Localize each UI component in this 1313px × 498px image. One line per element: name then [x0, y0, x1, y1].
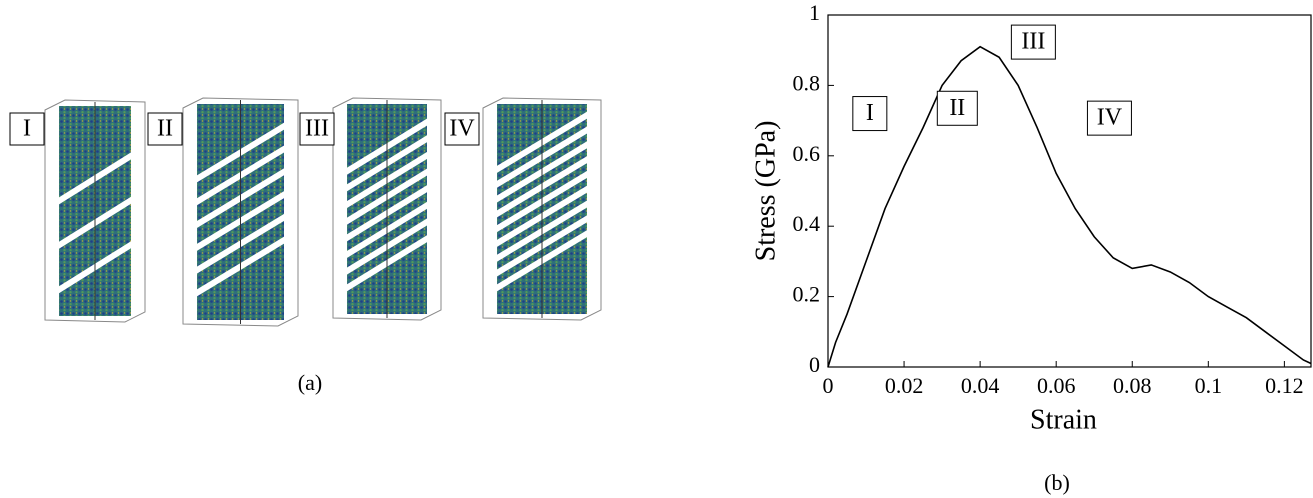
snapshot-label: II: [157, 116, 173, 142]
x-tick-label: 0.12: [1265, 373, 1304, 398]
snapshot: II: [148, 98, 298, 326]
x-tick-label: 0: [823, 373, 834, 398]
snapshot-label: I: [23, 116, 31, 142]
y-axis-label: Stress (GPa): [750, 121, 781, 262]
y-tick-label: 1: [809, 0, 820, 25]
annotation: II: [949, 95, 965, 121]
x-tick-label: 0.08: [1113, 373, 1152, 398]
annotation: IV: [1097, 105, 1123, 131]
x-axis-label: Strain: [1030, 404, 1097, 435]
caption: (b): [1044, 470, 1070, 495]
x-tick-label: 0.1: [1195, 373, 1223, 398]
x-tick-label: 0.02: [885, 373, 924, 398]
snapshot: I: [10, 100, 145, 322]
y-tick-label: 0: [809, 352, 820, 377]
x-tick-label: 0.04: [961, 373, 1000, 398]
figure: IIIIIIIV(a) 00.20.40.60.8100.020.040.060…: [0, 0, 1313, 498]
y-tick-label: 0.4: [793, 211, 821, 236]
annotation: III: [1021, 29, 1045, 55]
y-tick-label: 0.2: [793, 282, 821, 307]
snapshot-label: III: [305, 116, 329, 142]
caption: (a): [298, 370, 322, 395]
panel-b: 0 0.2 0.4 0.6 0.8 1 0 0.02 0.04 0.06 0.08 0.1 0.12 St…: [750, 0, 1311, 495]
annotation: I: [866, 100, 874, 126]
stress-curve: [828, 47, 1311, 367]
snapshot-label: IV: [449, 116, 475, 142]
x-tick-label: 0.06: [1037, 373, 1076, 398]
y-tick-label: 0.8: [793, 70, 821, 95]
y-tick-label: 0.6: [793, 141, 821, 166]
snapshot: IV: [445, 98, 601, 320]
snapshot: III: [300, 98, 441, 320]
